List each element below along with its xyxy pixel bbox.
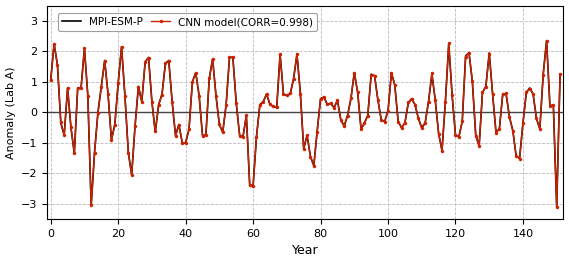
- X-axis label: Year: Year: [292, 244, 319, 257]
- MPI-ESM-P: [378, 118, 385, 122]
- CNN model(CORR=0.998): [543, 40, 550, 43]
- CNN model(CORR=0.998): [175, 124, 182, 127]
- MPI-ESM-P: [388, 71, 395, 74]
- CNN model(CORR=0.998): [222, 103, 229, 107]
- Legend: MPI-ESM-P, CNN model(CORR=0.998): MPI-ESM-P, CNN model(CORR=0.998): [57, 13, 318, 31]
- MPI-ESM-P: [222, 103, 229, 106]
- CNN model(CORR=0.998): [553, 205, 560, 208]
- CNN model(CORR=0.998): [47, 79, 54, 82]
- Line: MPI-ESM-P: MPI-ESM-P: [51, 41, 560, 207]
- MPI-ESM-P: [543, 39, 550, 42]
- MPI-ESM-P: [64, 86, 71, 89]
- CNN model(CORR=0.998): [388, 71, 395, 74]
- CNN model(CORR=0.998): [556, 73, 563, 76]
- CNN model(CORR=0.998): [378, 118, 385, 122]
- MPI-ESM-P: [47, 79, 54, 82]
- CNN model(CORR=0.998): [64, 87, 71, 90]
- Y-axis label: Anomaly (Lab A): Anomaly (Lab A): [6, 66, 15, 159]
- MPI-ESM-P: [553, 205, 560, 209]
- Line: CNN model(CORR=0.998): CNN model(CORR=0.998): [49, 40, 562, 208]
- MPI-ESM-P: [125, 150, 131, 154]
- CNN model(CORR=0.998): [125, 151, 131, 154]
- MPI-ESM-P: [175, 123, 182, 126]
- MPI-ESM-P: [556, 73, 563, 76]
